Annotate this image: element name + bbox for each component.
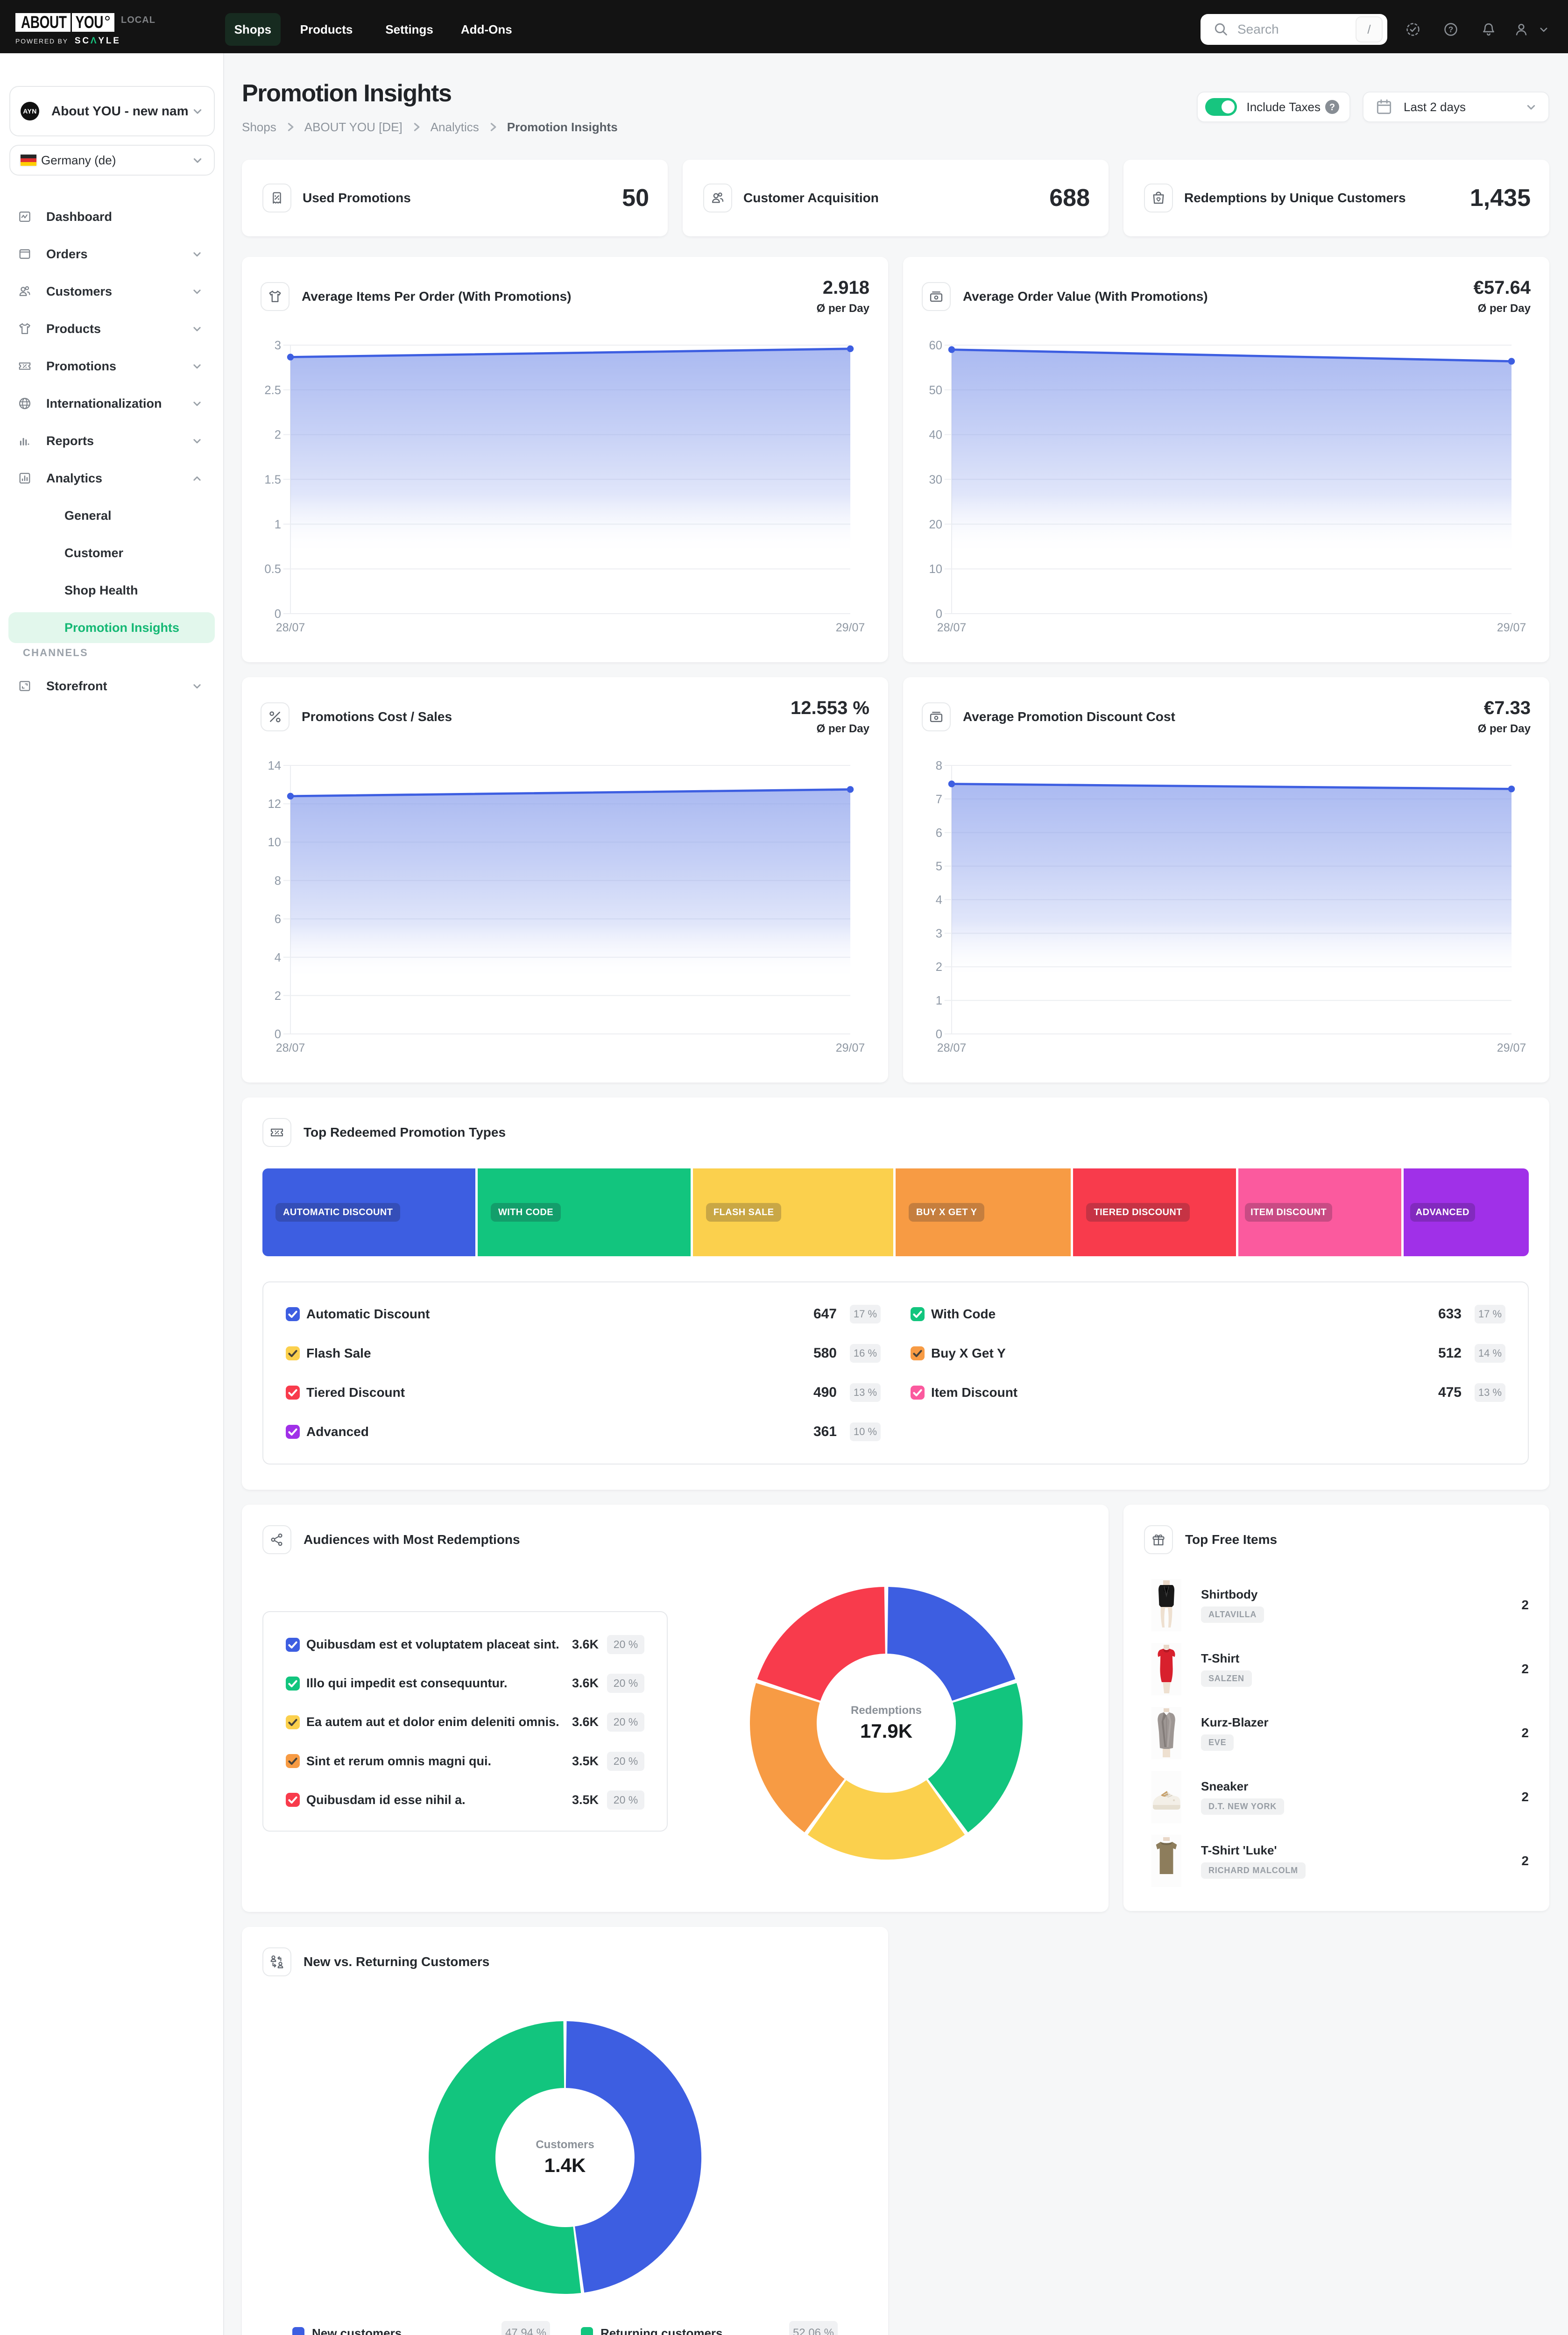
svg-text:8: 8 <box>275 874 281 887</box>
svg-text:20: 20 <box>929 518 942 531</box>
svg-text:6: 6 <box>936 826 942 839</box>
svg-text:0: 0 <box>275 1028 281 1041</box>
svg-text:12: 12 <box>268 798 281 811</box>
svg-text:28/07: 28/07 <box>937 621 967 634</box>
svg-text:4: 4 <box>936 893 942 906</box>
svg-text:7: 7 <box>936 792 942 806</box>
svg-text:29/07: 29/07 <box>836 1041 865 1054</box>
svg-text:0: 0 <box>275 608 281 621</box>
svg-text:6: 6 <box>275 913 281 926</box>
svg-text:29/07: 29/07 <box>836 621 865 634</box>
svg-text:?: ? <box>1448 25 1453 34</box>
svg-text:30: 30 <box>929 473 942 486</box>
svg-text:?: ? <box>1329 102 1335 113</box>
svg-text:28/07: 28/07 <box>276 1041 305 1054</box>
svg-text:0.5: 0.5 <box>264 563 281 576</box>
svg-text:5: 5 <box>936 860 942 873</box>
svg-text:4: 4 <box>275 951 281 964</box>
svg-text:40: 40 <box>929 428 942 441</box>
svg-text:2: 2 <box>275 428 281 441</box>
svg-text:29/07: 29/07 <box>1497 621 1526 634</box>
svg-text:2: 2 <box>936 961 942 974</box>
svg-text:10: 10 <box>268 836 281 849</box>
svg-text:10: 10 <box>929 563 942 576</box>
svg-text:0: 0 <box>936 1028 942 1041</box>
svg-text:3: 3 <box>936 927 942 940</box>
svg-text:50: 50 <box>929 383 942 396</box>
svg-text:14: 14 <box>268 759 281 772</box>
svg-text:2.5: 2.5 <box>264 383 281 396</box>
svg-text:28/07: 28/07 <box>937 1041 967 1054</box>
svg-text:60: 60 <box>929 339 942 352</box>
svg-text:8: 8 <box>936 759 942 772</box>
svg-text:1.5: 1.5 <box>264 473 281 486</box>
svg-text:2: 2 <box>275 989 281 1002</box>
svg-text:29/07: 29/07 <box>1497 1041 1526 1054</box>
svg-text:28/07: 28/07 <box>276 621 305 634</box>
svg-text:3: 3 <box>275 339 281 352</box>
svg-text:0: 0 <box>936 608 942 621</box>
svg-text:1: 1 <box>275 518 281 531</box>
svg-text:1: 1 <box>936 994 942 1007</box>
